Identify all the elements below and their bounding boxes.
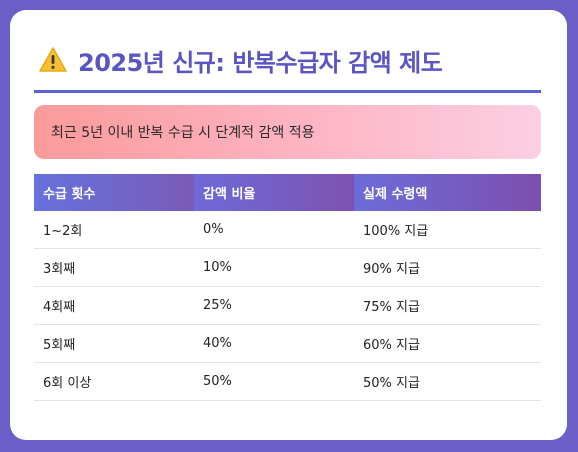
cell-rate: 25% xyxy=(194,286,354,325)
header-count: 수급 횟수 xyxy=(34,174,194,211)
cell-rate: 50% xyxy=(194,362,354,401)
info-card: 2025년 신규: 반복수급자 감액 제도 최근 5년 이내 반복 수급 시 단… xyxy=(10,10,567,440)
header-actual-amount: 실제 수령액 xyxy=(354,174,541,211)
table-row: 5회째 40% 60% 지급 xyxy=(34,324,541,363)
table-row: 4회째 25% 75% 지급 xyxy=(34,286,541,325)
title-divider xyxy=(34,90,541,93)
cell-amount: 50% 지급 xyxy=(354,362,541,401)
cell-count: 4회째 xyxy=(34,286,194,325)
warning-icon xyxy=(38,45,68,75)
cell-count: 5회째 xyxy=(34,324,194,363)
cell-count: 6회 이상 xyxy=(34,362,194,401)
cell-count: 1~2회 xyxy=(34,211,194,249)
cell-rate: 0% xyxy=(194,211,354,249)
header-reduction-rate: 감액 비율 xyxy=(194,174,354,211)
cell-count: 3회째 xyxy=(34,248,194,287)
cell-amount: 75% 지급 xyxy=(354,286,541,325)
reduction-table: 수급 횟수 감액 비율 실제 수령액 1~2회 0% 100% 지급 3회째 1… xyxy=(34,174,541,401)
notice-text: 최근 5년 이내 반복 수급 시 단계적 감액 적용 xyxy=(51,125,315,141)
cell-amount: 100% 지급 xyxy=(354,211,541,249)
notice-banner: 최근 5년 이내 반복 수급 시 단계적 감액 적용 xyxy=(34,105,541,159)
table-row: 3회째 10% 90% 지급 xyxy=(34,248,541,287)
table-row: 1~2회 0% 100% 지급 xyxy=(34,211,541,249)
table-header-row: 수급 횟수 감액 비율 실제 수령액 xyxy=(34,174,541,211)
cell-amount: 90% 지급 xyxy=(354,248,541,287)
title-row: 2025년 신규: 반복수급자 감액 제도 xyxy=(38,38,545,82)
page-title: 2025년 신규: 반복수급자 감액 제도 xyxy=(78,48,443,77)
cell-rate: 10% xyxy=(194,248,354,287)
cell-rate: 40% xyxy=(194,324,354,363)
cell-amount: 60% 지급 xyxy=(354,324,541,363)
table-row: 6회 이상 50% 50% 지급 xyxy=(34,362,541,401)
